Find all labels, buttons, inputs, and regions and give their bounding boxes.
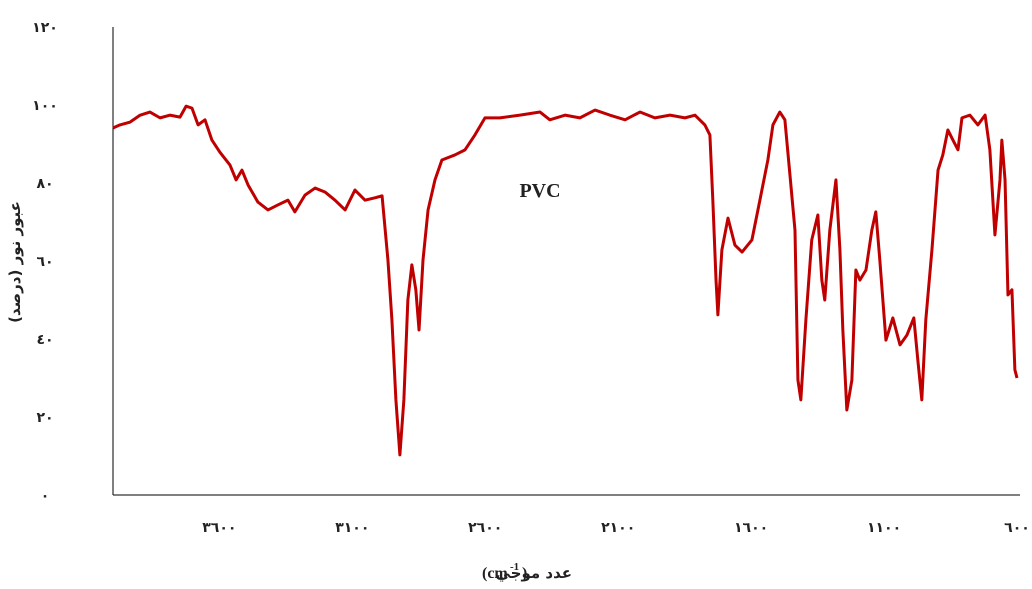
y-tick-label: ٨٠ [36, 176, 53, 192]
chart-title: PVC [519, 180, 560, 202]
y-tick-label: ٠ [41, 488, 50, 504]
x-tick-label: ١١٠٠ [867, 520, 901, 536]
y-tick-label: ٢٠ [36, 410, 53, 426]
y-tick-label: ٦٠ [36, 254, 53, 270]
x-axis-unit: (cm [482, 565, 508, 582]
y-axis-label: عبور نور (درصد) [6, 201, 24, 323]
y-tick-label: ٤٠ [36, 332, 53, 348]
x-tick-label: ٢١٠٠ [601, 520, 635, 536]
y-tick-label: ١٠٠ [32, 98, 58, 114]
x-tick-label: ٦٠٠ [1004, 520, 1030, 536]
x-tick-label: ١٦٠٠ [734, 520, 768, 536]
y-tick-label: ١٢٠ [32, 20, 58, 36]
spectrum-line [112, 104, 1019, 457]
x-axis-unit-close: ) [522, 565, 527, 582]
x-tick-label: ٢٦٠٠ [468, 520, 502, 536]
x-axis-label: عدد موجي [495, 564, 572, 582]
x-tick-label: ٣٦٠٠ [202, 520, 236, 536]
x-tick-label: ٣١٠٠ [335, 520, 369, 536]
x-axis-exponent: -1 [510, 561, 519, 573]
